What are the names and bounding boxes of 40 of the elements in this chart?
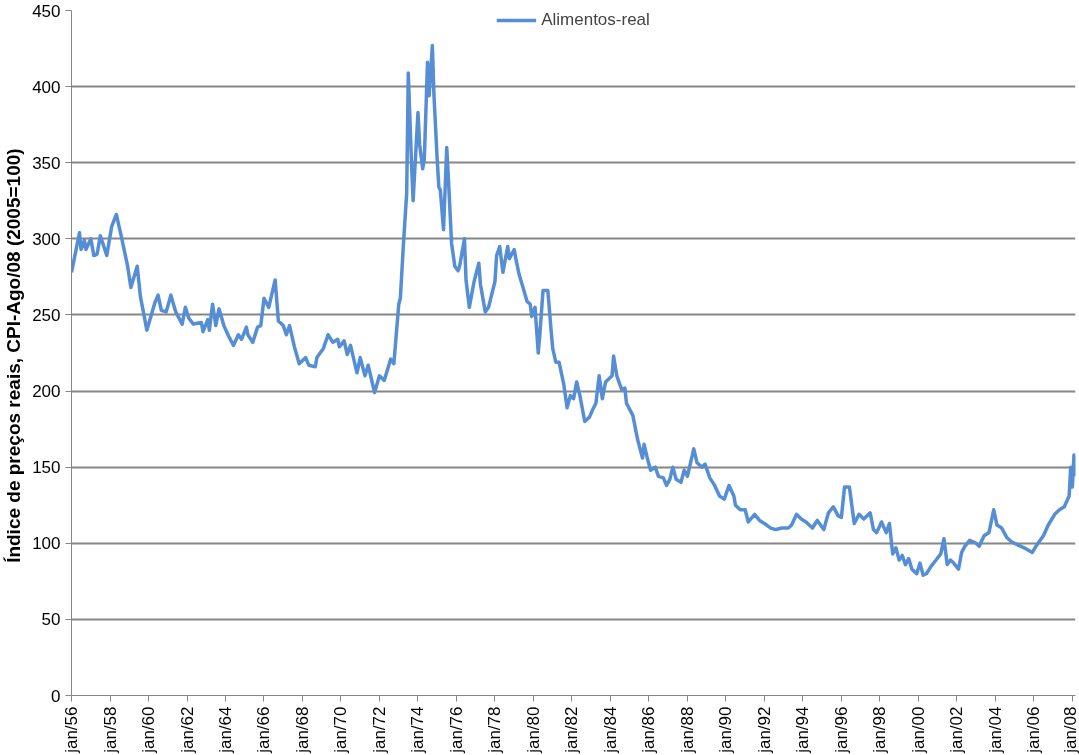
y-tick-label: 200: [32, 382, 61, 402]
x-tick-label: jan/56: [62, 706, 81, 754]
y-tick-label: 0: [51, 686, 61, 706]
y-tick-label: 300: [32, 229, 61, 249]
x-tick-label: jan/94: [793, 706, 813, 754]
x-tick-label: jan/64: [215, 706, 235, 754]
x-tick-label: jan/70: [331, 706, 351, 754]
x-tick-label: jan/92: [754, 706, 774, 754]
legend-label: Alimentos-real: [541, 10, 650, 30]
x-tick-label: jan/58: [100, 706, 120, 754]
x-tick-label: jan/76: [446, 706, 466, 754]
x-tick-label: jan/78: [485, 706, 505, 754]
x-tick-label: jan/00: [908, 706, 928, 754]
y-tick-label: 350: [32, 153, 61, 173]
x-tick-label: jan/90: [716, 706, 736, 754]
x-tick-label: jan/02: [947, 706, 967, 754]
x-tick-label: jan/84: [600, 706, 620, 754]
x-tick-label: jan/72: [369, 706, 389, 754]
x-tick-label: jan/06: [1024, 706, 1044, 754]
x-tick-label: jan/04: [985, 706, 1005, 754]
x-tick-label: jan/74: [408, 706, 428, 754]
x-tick-label: jan/82: [562, 706, 582, 754]
x-tick-label: jan/88: [677, 706, 697, 754]
x-tick-label: jan/68: [292, 706, 312, 754]
x-tick-label: jan/86: [639, 706, 659, 754]
y-tick-label: 400: [32, 77, 61, 97]
x-tick-label: jan/96: [831, 706, 851, 754]
y-tick-label: 250: [32, 305, 61, 325]
y-axis-title: Índice de preços reais, CPI-Ago/08 (2005=100): [3, 148, 25, 563]
x-tick-label: jan/60: [138, 706, 158, 754]
x-tick-label: jan/08: [1060, 706, 1079, 754]
x-tick-label: jan/98: [870, 706, 890, 754]
y-tick-label: 100: [32, 534, 61, 554]
x-tick-label: jan/66: [254, 706, 274, 754]
y-tick-label: 150: [32, 458, 61, 478]
x-tick-label: jan/80: [523, 706, 543, 754]
y-tick-label: 50: [41, 610, 61, 630]
y-tick-label: 450: [32, 1, 61, 21]
line-series: [71, 43, 1076, 577]
x-tick-label: jan/62: [177, 706, 197, 754]
